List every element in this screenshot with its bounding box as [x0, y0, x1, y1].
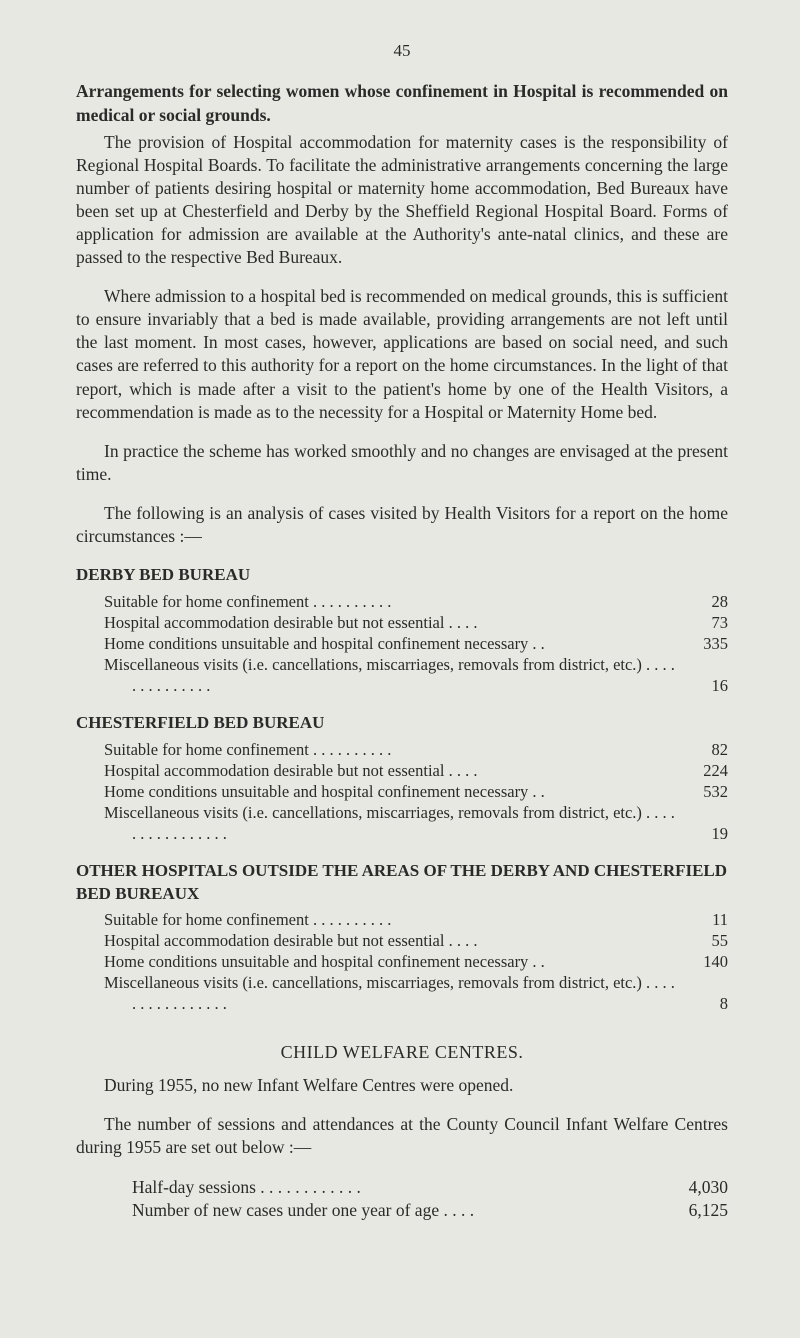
table-row: Miscellaneous visits (i.e. cancellations… — [76, 972, 728, 1014]
item-label: Hospital accommodation desirable but not… — [104, 930, 678, 951]
stat-label: Half-day sessions . . . . . . . . . . . … — [132, 1176, 648, 1199]
item-label: Home conditions unsuitable and hospital … — [104, 781, 678, 802]
main-title: Arrangements for selecting women whose c… — [76, 80, 728, 126]
item-value: 140 — [678, 951, 728, 972]
item-value: 28 — [678, 591, 728, 612]
page-number: 45 — [76, 40, 728, 62]
child-welfare-para-1: During 1955, no new Infant Welfare Centr… — [76, 1074, 728, 1097]
section-heading-derby: DERBY BED BUREAU — [76, 564, 728, 586]
paragraph-4: The following is an analysis of cases vi… — [76, 502, 728, 548]
paragraph-1: The provision of Hospital accommodation … — [76, 131, 728, 270]
item-value: 16 — [678, 675, 728, 696]
stat-row: Half-day sessions . . . . . . . . . . . … — [76, 1176, 728, 1199]
item-label: Hospital accommodation desirable but not… — [104, 760, 678, 781]
table-row: Home conditions unsuitable and hospital … — [76, 633, 728, 654]
section-heading-other: OTHER HOSPITALS OUTSIDE THE AREAS OF THE… — [76, 860, 728, 905]
item-label: Home conditions unsuitable and hospital … — [104, 633, 678, 654]
stat-label: Number of new cases under one year of ag… — [132, 1199, 648, 1222]
table-row: Hospital accommodation desirable but not… — [76, 760, 728, 781]
stat-row: Number of new cases under one year of ag… — [76, 1199, 728, 1222]
item-value: 8 — [678, 993, 728, 1014]
table-row: Miscellaneous visits (i.e. cancellations… — [76, 802, 728, 844]
paragraph-2: Where admission to a hospital bed is rec… — [76, 285, 728, 424]
item-value: 82 — [678, 739, 728, 760]
item-value: 55 — [678, 930, 728, 951]
section-heading-chesterfield: CHESTERFIELD BED BUREAU — [76, 712, 728, 734]
item-label: Suitable for home confinement . . . . . … — [104, 591, 678, 612]
table-row: Suitable for home confinement . . . . . … — [76, 909, 728, 930]
item-label: Home conditions unsuitable and hospital … — [104, 951, 678, 972]
item-label: Hospital accommodation desirable but not… — [104, 612, 678, 633]
table-row: Hospital accommodation desirable but not… — [76, 612, 728, 633]
item-label: Suitable for home confinement . . . . . … — [104, 909, 678, 930]
item-label: Suitable for home confinement . . . . . … — [104, 739, 678, 760]
item-label: Miscellaneous visits (i.e. cancellations… — [104, 802, 678, 844]
item-value: 73 — [678, 612, 728, 633]
stat-value: 6,125 — [648, 1199, 728, 1222]
table-row: Home conditions unsuitable and hospital … — [76, 781, 728, 802]
table-row: Suitable for home confinement . . . . . … — [76, 591, 728, 612]
child-welfare-para-2: The number of sessions and attendances a… — [76, 1113, 728, 1159]
item-label: Miscellaneous visits (i.e. cancellations… — [104, 972, 678, 1014]
child-welfare-heading: CHILD WELFARE CENTRES. — [76, 1041, 728, 1065]
table-row: Home conditions unsuitable and hospital … — [76, 951, 728, 972]
item-value: 19 — [678, 823, 728, 844]
item-value: 11 — [678, 909, 728, 930]
table-row: Miscellaneous visits (i.e. cancellations… — [76, 654, 728, 696]
table-row: Hospital accommodation desirable but not… — [76, 930, 728, 951]
stat-value: 4,030 — [648, 1176, 728, 1199]
item-value: 224 — [678, 760, 728, 781]
item-label: Miscellaneous visits (i.e. cancellations… — [104, 654, 678, 696]
table-row: Suitable for home confinement . . . . . … — [76, 739, 728, 760]
item-value: 532 — [678, 781, 728, 802]
item-value: 335 — [678, 633, 728, 654]
paragraph-3: In practice the scheme has worked smooth… — [76, 440, 728, 486]
